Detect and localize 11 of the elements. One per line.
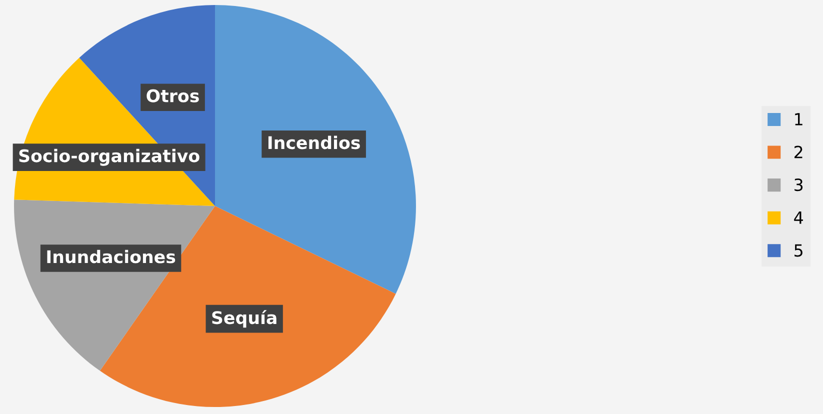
data-label: Sequía — [212, 310, 276, 328]
pie-slice — [215, 5, 416, 294]
legend-label: 3 — [794, 178, 803, 192]
data-label: Socio-organizativo — [19, 148, 200, 166]
data-label: Inundaciones — [47, 250, 176, 264]
legend-label: 4 — [794, 212, 803, 224]
legend-label: 2 — [794, 146, 802, 158]
data-label: Incendios — [268, 136, 360, 150]
data-label: Otros — [146, 89, 199, 102]
legend-label: 1 — [795, 113, 802, 126]
legend-label: 5 — [794, 244, 802, 257]
